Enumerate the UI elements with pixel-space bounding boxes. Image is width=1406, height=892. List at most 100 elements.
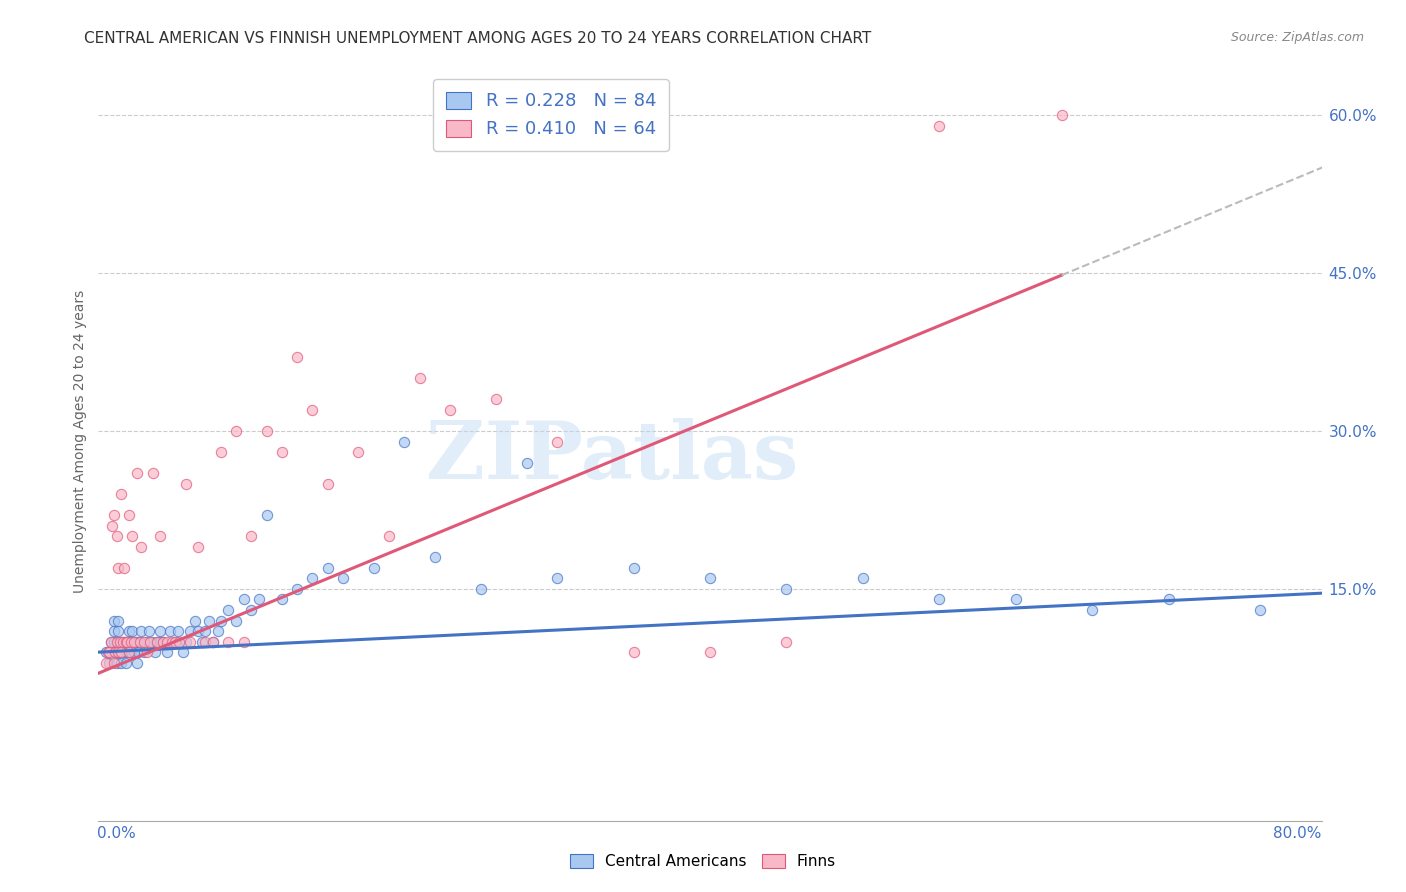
Point (120, 634, 142, 648)
Point (191, 634, 214, 648)
Point (256, 508, 278, 523)
Point (775, 582, 797, 596)
Point (128, 634, 150, 648)
Point (103, 645, 125, 659)
Point (852, 571, 875, 585)
Point (127, 645, 149, 659)
Point (105, 634, 128, 648)
Point (392, 434, 416, 449)
Point (111, 634, 134, 648)
Point (378, 529, 401, 543)
Point (187, 624, 209, 639)
Point (115, 634, 138, 648)
Point (152, 634, 174, 648)
Point (97, 645, 120, 659)
Point (108, 645, 131, 659)
Point (104, 645, 127, 659)
Point (174, 476, 197, 491)
Point (112, 634, 135, 648)
Point (110, 634, 132, 648)
Text: CENTRAL AMERICAN VS FINNISH UNEMPLOYMENT AMONG AGES 20 TO 24 YEARS CORRELATION C: CENTRAL AMERICAN VS FINNISH UNEMPLOYMENT… (84, 31, 872, 46)
Point (285, 582, 308, 596)
Point (1050, 108, 1073, 122)
Point (117, 634, 139, 648)
Point (117, 634, 139, 648)
Point (172, 645, 194, 659)
Point (546, 571, 568, 585)
Point (1249, 603, 1271, 617)
Point (240, 529, 263, 543)
Point (122, 645, 145, 659)
Point (101, 518, 124, 533)
Point (98, 656, 121, 670)
Point (141, 634, 163, 648)
Point (232, 592, 254, 607)
Point (159, 624, 181, 639)
Point (128, 634, 150, 648)
Point (107, 645, 129, 659)
Point (103, 614, 125, 628)
Point (149, 624, 172, 639)
Point (134, 645, 156, 659)
Point (138, 624, 160, 639)
Point (110, 656, 132, 670)
Point (928, 119, 950, 133)
Point (202, 634, 225, 648)
Point (217, 634, 239, 648)
Point (184, 614, 207, 628)
Point (187, 540, 209, 554)
Point (197, 614, 219, 628)
Point (110, 645, 132, 659)
Point (363, 561, 385, 575)
Point (156, 634, 179, 648)
Point (301, 403, 323, 417)
Point (285, 351, 308, 365)
Point (94, 656, 117, 670)
Point (470, 582, 492, 596)
Point (118, 634, 141, 648)
Point (194, 624, 217, 639)
Point (103, 656, 125, 670)
Point (105, 645, 128, 659)
Point (98, 645, 121, 659)
Point (107, 614, 129, 628)
Point (217, 603, 239, 617)
Point (100, 634, 122, 648)
Point (105, 529, 128, 543)
Point (120, 645, 142, 659)
Point (100, 634, 122, 648)
Point (301, 571, 323, 585)
Point (118, 624, 141, 639)
Legend: R = 0.228   N = 84, R = 0.410   N = 64: R = 0.228 N = 84, R = 0.410 N = 64 (433, 79, 669, 151)
Point (107, 624, 129, 639)
Text: 80.0%: 80.0% (1274, 826, 1322, 841)
Point (623, 561, 645, 575)
Point (125, 656, 148, 670)
Point (516, 456, 538, 470)
Point (110, 487, 132, 501)
Text: ZIPatlas: ZIPatlas (426, 417, 799, 496)
Point (1157, 592, 1180, 607)
Point (107, 561, 129, 575)
Point (316, 561, 339, 575)
Point (167, 624, 190, 639)
Point (142, 466, 165, 480)
Y-axis label: Unemployment Among Ages 20 to 24 years: Unemployment Among Ages 20 to 24 years (73, 290, 87, 593)
Point (699, 571, 721, 585)
Point (124, 634, 146, 648)
Point (546, 434, 568, 449)
Point (121, 634, 143, 648)
Point (149, 529, 172, 543)
Point (485, 392, 508, 407)
Point (115, 656, 138, 670)
Point (256, 424, 278, 438)
Point (163, 634, 186, 648)
Point (152, 634, 174, 648)
Point (111, 645, 134, 659)
Point (103, 508, 125, 523)
Point (149, 634, 172, 648)
Text: Source: ZipAtlas.com: Source: ZipAtlas.com (1230, 31, 1364, 45)
Point (332, 571, 354, 585)
Point (179, 624, 201, 639)
Point (94, 645, 117, 659)
